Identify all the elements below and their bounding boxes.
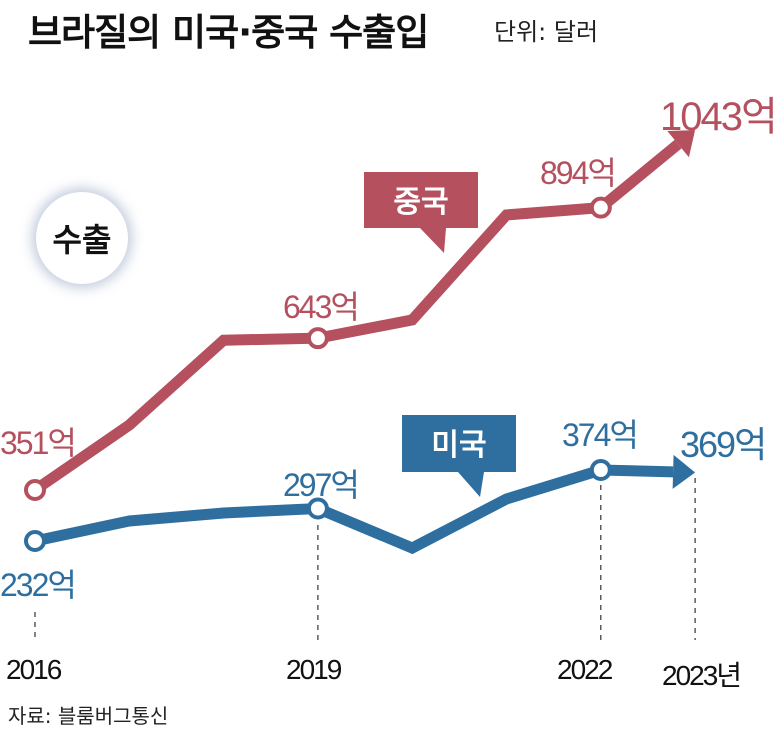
data-label-us-2023: 369억	[680, 424, 767, 465]
series-arrowhead-us	[672, 454, 696, 489]
series-arrowhead-china	[667, 130, 696, 158]
unit-label: 단위: 달러	[494, 18, 599, 46]
callout-us-label: 미국	[431, 428, 486, 463]
data-point-china-2022	[589, 196, 612, 219]
x-tick-2022: 2022	[557, 654, 613, 685]
data-point-china-2016	[24, 479, 46, 501]
chart-title: 브라질의 미국·중국 수출입	[28, 11, 429, 54]
data-label-us-2022: 374억	[562, 417, 639, 453]
callout-china-label: 중국	[393, 185, 448, 220]
callout-china	[364, 172, 478, 253]
x-tick-2019: 2019	[286, 654, 342, 685]
data-point-us-2022	[589, 459, 612, 481]
data-label-china-2023: 1043억	[660, 95, 778, 139]
series-line-china	[31, 139, 682, 495]
data-label-us-2019: 297억	[283, 467, 360, 503]
data-point-china-2019	[306, 327, 329, 350]
data-label-china-2016: 351억	[0, 425, 77, 461]
data-label-china-2022: 894억	[540, 155, 617, 191]
data-point-us-2019	[306, 497, 329, 520]
source-note: 자료: 블룸버그통신	[8, 704, 169, 728]
series-line-us	[33, 464, 674, 555]
data-label-china-2019: 643억	[283, 289, 360, 325]
data-label-us-2016: 232억	[0, 567, 77, 603]
callout-us	[402, 415, 516, 497]
panel-badge: 수출	[36, 192, 128, 284]
data-point-us-2016	[24, 530, 46, 552]
x-tick-2016: 2016	[6, 654, 62, 685]
x-tick-2023: 2023년	[662, 660, 742, 691]
